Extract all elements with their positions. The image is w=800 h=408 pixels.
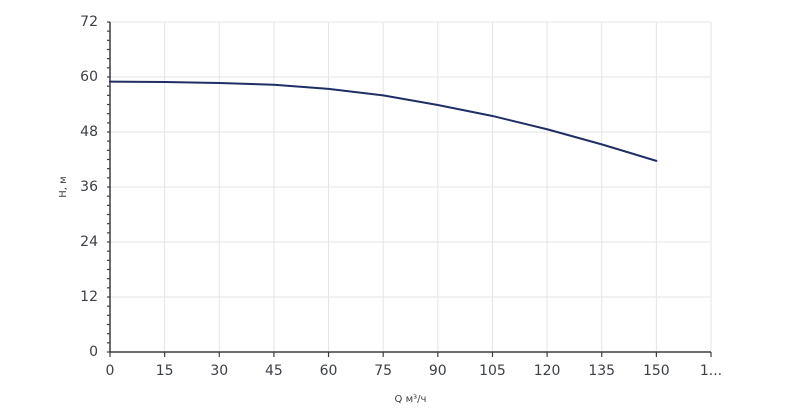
series-line — [109, 80, 658, 162]
y-axis-ticks: 0 12 24 36 48 60 72 — [80, 14, 98, 360]
y-tick-label: 72 — [80, 14, 98, 30]
y-tick-label: 12 — [80, 289, 98, 305]
x-tick-label: 90 — [429, 363, 447, 379]
x-tick-label: 135 — [588, 363, 615, 379]
y-tick-label: 0 — [89, 344, 98, 360]
y-tick-label: 60 — [80, 69, 98, 85]
x-tick-label: 75 — [374, 363, 392, 379]
x-tick-label: 150 — [643, 363, 670, 379]
y-axis-title: H, м — [58, 176, 69, 197]
x-tick-label: 30 — [210, 363, 228, 379]
x-tick-label: 15 — [156, 363, 174, 379]
grid — [110, 21, 712, 352]
x-axis-title: Q м³/ч — [395, 394, 427, 405]
y-tick-label: 48 — [80, 124, 98, 140]
x-tick-label: 105 — [479, 363, 506, 379]
x-tick-label: 0 — [106, 363, 115, 379]
y-tick-label: 24 — [80, 234, 98, 250]
series-group — [109, 80, 658, 162]
x-tick-label: 60 — [320, 363, 338, 379]
y-axis-minor-ticks — [107, 21, 712, 357]
x-tick-label: 1... — [700, 363, 722, 379]
x-tick-label: 120 — [534, 363, 561, 379]
x-tick-label: 45 — [265, 363, 283, 379]
y-tick-label: 36 — [80, 179, 98, 195]
x-axis-ticks: 0 15 30 45 60 75 90 105 120 135 150 1... — [106, 363, 723, 379]
